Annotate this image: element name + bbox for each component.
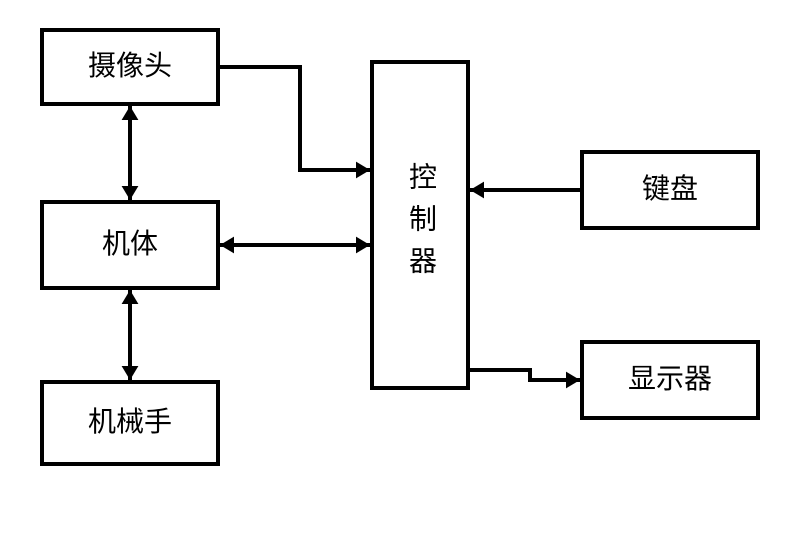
node-manipulator: 机械手	[40, 380, 220, 466]
node-controller-label: 控制器	[400, 162, 440, 288]
diagram-container: { "type": "flowchart", "background_color…	[0, 0, 809, 546]
node-controller: 控制器	[370, 60, 470, 390]
node-keyboard-label: 键盘	[642, 175, 698, 206]
node-camera: 摄像头	[40, 28, 220, 106]
node-camera-label: 摄像头	[88, 52, 172, 83]
node-manipulator-label: 机械手	[88, 408, 172, 439]
node-display-label: 显示器	[628, 365, 712, 396]
node-body: 机体	[40, 200, 220, 290]
node-display: 显示器	[580, 340, 760, 420]
node-body-label: 机体	[102, 230, 158, 261]
node-keyboard: 键盘	[580, 150, 760, 230]
